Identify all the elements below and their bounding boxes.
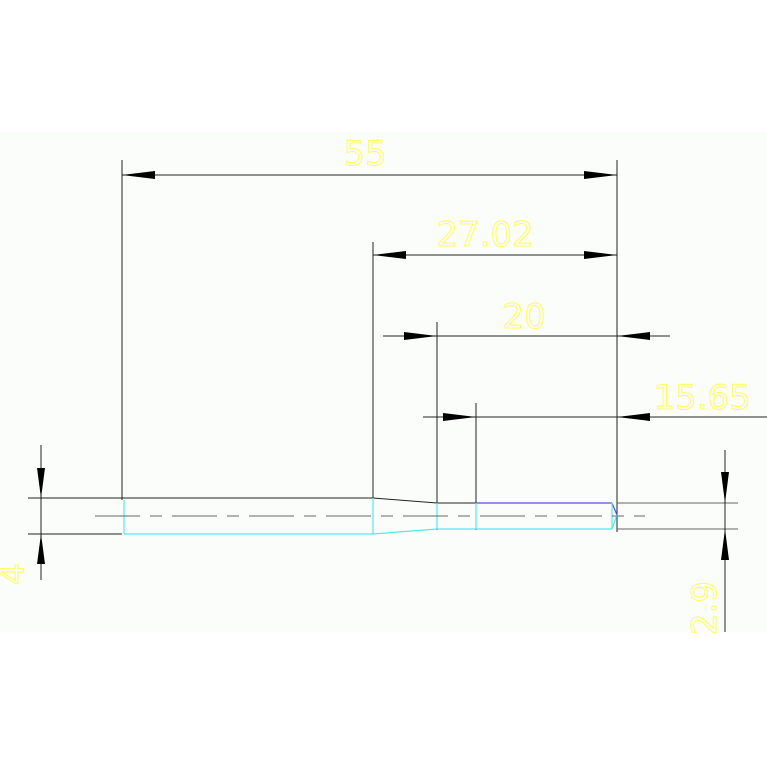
dimension-20: 20 <box>383 297 670 340</box>
extension-lines <box>28 160 738 535</box>
dimension-4: 4 <box>0 445 45 585</box>
dim-label-15-65: 15.65 <box>653 378 750 418</box>
dimension-27-02: 27.02 <box>373 215 617 259</box>
dim-label-55: 55 <box>343 134 386 174</box>
part-profile <box>122 497 618 535</box>
dimension-15-65: 15.65 <box>423 378 767 421</box>
dim-label-20: 20 <box>502 297 545 337</box>
dim-label-2-9: 2.9 <box>685 581 725 635</box>
dim-label-27-02: 27.02 <box>436 215 533 255</box>
dim-label-4: 4 <box>0 563 33 585</box>
dimension-55: 55 <box>122 134 617 179</box>
drawing-area <box>0 132 767 632</box>
dimension-2-9: 2.9 <box>685 450 729 636</box>
